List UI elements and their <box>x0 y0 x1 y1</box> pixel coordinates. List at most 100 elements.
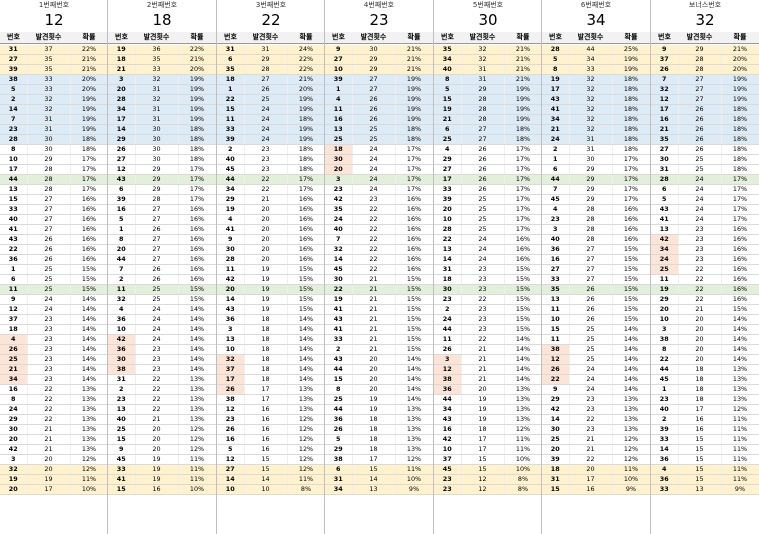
row-rate: 16% <box>287 194 326 205</box>
row-count: 28 <box>678 64 722 75</box>
row-number: 20 <box>0 484 28 495</box>
row-count: 26 <box>678 144 722 155</box>
row-number: 38 <box>217 394 245 405</box>
row-rate: 17% <box>178 184 217 195</box>
table-row: 34 32 21% <box>434 54 543 65</box>
row-rate: 16% <box>504 244 543 255</box>
row-count: 22 <box>461 334 505 345</box>
row-count: 24 <box>244 124 288 135</box>
row-count: 21 <box>461 364 505 375</box>
table-row: 17 28 17% <box>0 164 109 175</box>
row-rate: 18% <box>287 154 326 165</box>
row-rate: 14% <box>70 334 109 345</box>
table-row: 36 15 11% <box>651 454 759 465</box>
row-rate: 13% <box>395 404 434 415</box>
table-row: 27 26 17% <box>434 164 543 175</box>
row-number: 11 <box>434 334 462 345</box>
row-rate: 16% <box>70 244 109 255</box>
table-row: 22 24 14% <box>542 374 651 385</box>
row-number: 29 <box>0 414 28 425</box>
table-row: 21 23 14% <box>0 364 109 375</box>
row-rate: 15% <box>287 274 326 285</box>
row-number: 38 <box>108 364 136 375</box>
table-row: 41 24 17% <box>651 214 759 225</box>
row-number: 4 <box>434 144 462 155</box>
table-row: 31 14 10% <box>325 474 434 485</box>
table-row: 25 20 12% <box>108 424 217 435</box>
row-count: 29 <box>678 45 722 55</box>
row-rate: 11% <box>70 474 109 485</box>
row-count: 20 <box>244 244 288 255</box>
row-number: 42 <box>434 434 462 445</box>
table-row: 18 24 17% <box>325 144 434 155</box>
row-count: 32 <box>135 74 179 85</box>
row-count: 24 <box>461 254 505 265</box>
table-row: 36 27 15% <box>542 244 651 255</box>
row-rate: 16% <box>287 204 326 215</box>
row-rate: 12% <box>504 424 543 435</box>
row-rate: 17% <box>178 174 217 185</box>
group-title: 4번째번호 <box>363 1 395 9</box>
row-number: 34 <box>108 104 136 115</box>
row-rate: 15% <box>178 294 217 305</box>
row-count: 18 <box>244 374 288 385</box>
row-count: 15 <box>678 454 722 465</box>
row-number: 20 <box>651 304 679 315</box>
row-number: 17 <box>0 164 28 175</box>
row-rate: 17% <box>395 154 434 165</box>
table-row: 4 24 14% <box>108 304 217 315</box>
row-number: 27 <box>108 154 136 165</box>
row-number: 23 <box>325 184 353 195</box>
row-count: 20 <box>352 354 396 365</box>
row-count: 30 <box>135 144 179 155</box>
row-count: 29 <box>135 174 179 185</box>
row-number: 15 <box>542 324 570 335</box>
row-count: 24 <box>135 314 179 325</box>
row-rate: 14% <box>504 334 543 345</box>
row-count: 20 <box>244 234 288 245</box>
row-number: 21 <box>542 124 570 135</box>
row-rate: 17% <box>612 194 651 205</box>
row-rate: 17% <box>178 194 217 205</box>
row-number: 9 <box>217 234 245 245</box>
row-rate: 17% <box>395 164 434 175</box>
row-count: 29 <box>569 174 613 185</box>
table-row: 5 18 13% <box>325 434 434 445</box>
table-row: 23 16 12% <box>217 414 326 425</box>
row-number: 16 <box>217 434 245 445</box>
row-rate: 15% <box>287 294 326 305</box>
row-rate: 20% <box>70 84 109 95</box>
group-top-number: 18 <box>152 11 172 29</box>
row-number: 34 <box>325 484 353 495</box>
row-number: 24 <box>434 314 462 325</box>
table-row: 42 23 16% <box>325 194 434 205</box>
row-number: 5 <box>108 214 136 225</box>
row-number: 25 <box>542 434 570 445</box>
row-count: 18 <box>352 444 396 455</box>
row-number: 40 <box>542 234 570 245</box>
row-number: 45 <box>651 374 679 385</box>
row-number: 43 <box>651 204 679 215</box>
row-count: 29 <box>27 154 71 165</box>
row-count: 28 <box>569 214 613 225</box>
table-row: 3 21 14% <box>434 354 543 365</box>
table-row: 5 29 19% <box>434 84 543 95</box>
row-count: 23 <box>135 364 179 375</box>
row-count: 24 <box>569 364 613 375</box>
row-count: 22 <box>678 294 722 305</box>
row-rate: 11% <box>721 414 759 425</box>
table-row: 37 18 14% <box>217 364 326 375</box>
row-number: 6 <box>217 54 245 65</box>
row-number: 1 <box>108 224 136 235</box>
row-count: 24 <box>27 304 71 315</box>
table-row: 15 16 9% <box>542 484 651 495</box>
row-number: 21 <box>108 64 136 75</box>
row-rate: 16% <box>70 234 109 245</box>
row-rate: 13% <box>287 384 326 395</box>
row-number: 38 <box>542 344 570 355</box>
group-top-number: 22 <box>261 11 281 29</box>
row-number: 43 <box>0 234 28 245</box>
row-number: 11 <box>325 104 353 115</box>
row-rate: 14% <box>70 314 109 325</box>
table-row: 17 32 18% <box>542 84 651 95</box>
